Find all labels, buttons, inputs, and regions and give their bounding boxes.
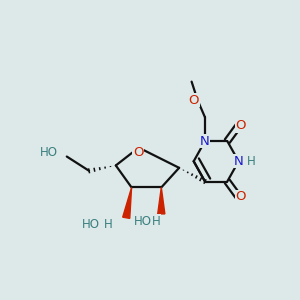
Text: H: H bbox=[152, 215, 160, 228]
Text: N: N bbox=[200, 135, 210, 148]
Text: O: O bbox=[236, 190, 246, 203]
Text: N: N bbox=[234, 155, 243, 168]
Polygon shape bbox=[158, 188, 165, 214]
Text: O: O bbox=[189, 94, 199, 106]
Text: HO: HO bbox=[82, 218, 100, 231]
Text: H: H bbox=[104, 218, 113, 231]
Text: O: O bbox=[236, 119, 246, 132]
Polygon shape bbox=[123, 188, 132, 218]
Text: O: O bbox=[133, 146, 143, 159]
Text: HO: HO bbox=[40, 146, 58, 160]
Text: H: H bbox=[247, 155, 255, 168]
Text: HO: HO bbox=[134, 215, 152, 228]
